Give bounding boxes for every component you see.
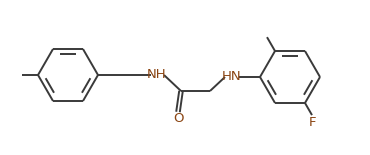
Text: O: O: [174, 113, 184, 126]
Text: F: F: [309, 116, 317, 129]
Text: HN: HN: [222, 71, 242, 84]
Text: NH: NH: [147, 69, 167, 82]
